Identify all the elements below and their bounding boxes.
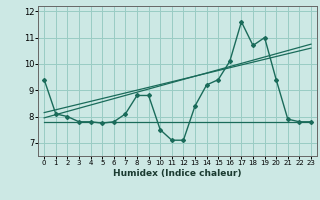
X-axis label: Humidex (Indice chaleur): Humidex (Indice chaleur) — [113, 169, 242, 178]
